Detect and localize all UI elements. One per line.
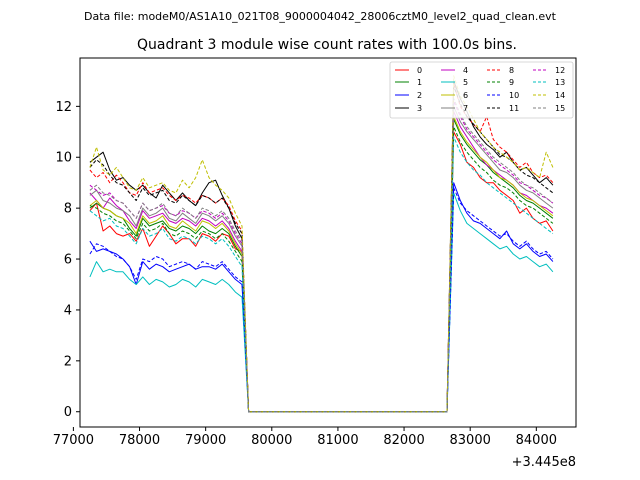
- legend-label-8: 8: [509, 66, 514, 75]
- chart-title: Quadrant 3 module wise count rates with …: [137, 37, 517, 53]
- legend-box: [389, 61, 574, 119]
- series-line-10: [89, 187, 554, 413]
- legend-label-6: 6: [463, 91, 468, 100]
- y-axis: 0 2 4 6 8 10 12: [55, 100, 80, 420]
- y-tick-label-4: 4: [64, 303, 72, 318]
- legend-label-0: 0: [417, 66, 422, 75]
- legend-label-11: 11: [509, 104, 519, 113]
- legend-label-13: 13: [555, 78, 565, 87]
- y-tick-label-12: 12: [55, 100, 72, 115]
- x-tick-label-84000: 84000: [516, 433, 557, 448]
- x-tick-label-80000: 80000: [251, 433, 292, 448]
- legend-label-5: 5: [463, 78, 468, 87]
- x-tick-label-78000: 78000: [119, 433, 160, 448]
- series-line-6: [89, 116, 554, 413]
- legend-label-12: 12: [555, 66, 565, 75]
- series-line-14: [89, 75, 554, 413]
- legend-label-15: 15: [555, 104, 565, 113]
- series-line-12: [89, 100, 554, 413]
- series-line-9: [89, 126, 554, 413]
- y-tick-label-8: 8: [64, 202, 72, 217]
- x-offset-label: +3.445e8: [512, 455, 576, 470]
- legend-label-10: 10: [509, 91, 519, 100]
- y-tick-label-2: 2: [64, 354, 72, 369]
- y-tick-label-10: 10: [55, 151, 72, 166]
- series-line-7: [89, 105, 554, 413]
- x-axis: 77000 78000 79000 80000 81000 82000 83000 84000: [53, 427, 557, 448]
- x-tick-label-82000: 82000: [383, 433, 424, 448]
- legend-label-7: 7: [463, 104, 468, 113]
- series-line-8: [89, 82, 554, 413]
- y-tick-label-0: 0: [64, 405, 72, 420]
- x-tick-label-79000: 79000: [185, 433, 226, 448]
- legend-label-14: 14: [555, 91, 565, 100]
- series-line-1: [89, 118, 554, 413]
- legend-label-2: 2: [417, 91, 422, 100]
- x-tick-label-77000: 77000: [53, 433, 94, 448]
- y-tick-label-6: 6: [64, 253, 72, 268]
- plot-frame: [79, 57, 577, 428]
- legend-label-3: 3: [417, 104, 422, 113]
- legend-label-1: 1: [417, 78, 422, 87]
- chart-suptitle: Data file: modeM0/AS1A10_021T08_90000040…: [84, 10, 557, 23]
- series-line-2: [89, 182, 554, 413]
- series-line-15: [89, 98, 554, 413]
- legend-label-9: 9: [509, 78, 514, 87]
- series-line-0: [89, 131, 554, 413]
- x-tick-label-81000: 81000: [317, 433, 358, 448]
- series-line-5: [89, 192, 554, 413]
- legend-label-4: 4: [463, 66, 468, 75]
- plot-lines: [89, 75, 554, 413]
- x-tick-label-83000: 83000: [450, 433, 491, 448]
